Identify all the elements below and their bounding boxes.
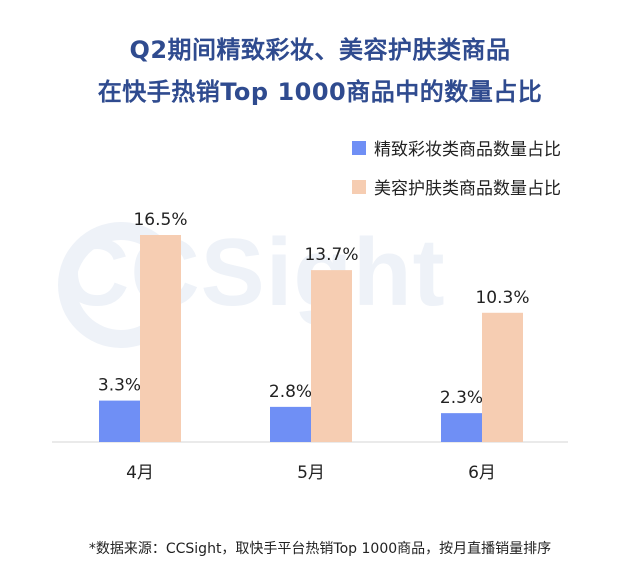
bar-series2-2 [311, 270, 352, 442]
data-label-series2-3: 10.3% [475, 288, 529, 308]
legend-label-series2: 美容护肤类商品数量占比 [374, 179, 561, 199]
legend-swatch-series2 [352, 179, 366, 194]
chart-title-line2: 在快手热销Top 1000商品中的数量占比 [97, 78, 543, 106]
source-note: *数据来源：CCSight，取快手平台热销Top 1000商品，按月直播销量排序 [88, 541, 552, 557]
x-tick-label-2: 5月 [297, 463, 325, 483]
data-label-series1-3: 2.3% [440, 388, 483, 408]
chart-title-line1: Q2期间精致彩妆、美容护肤类商品 [129, 36, 511, 64]
legend-item-series2: 美容护肤类商品数量占比 [352, 174, 561, 199]
bar-series2-1 [140, 235, 181, 442]
data-label-series1-2: 2.8% [269, 382, 312, 402]
data-label-series2-1: 16.5% [133, 210, 187, 230]
bar-series1-3 [441, 413, 482, 442]
watermark: CCSight [60, 219, 446, 326]
data-label-series2-2: 13.7% [304, 245, 358, 265]
x-tick-label-3: 6月 [468, 463, 496, 483]
data-label-series1-1: 3.3% [98, 376, 141, 396]
legend-swatch-series1 [352, 140, 366, 155]
bar-series1-1 [99, 400, 140, 442]
bar-series1-2 [270, 406, 311, 442]
x-tick-label-1: 4月 [126, 463, 154, 483]
bar-series2-3 [482, 312, 523, 442]
legend-item-series1: 精致彩妆类商品数量占比 [352, 135, 561, 160]
legend-label-series1: 精致彩妆类商品数量占比 [374, 140, 561, 160]
